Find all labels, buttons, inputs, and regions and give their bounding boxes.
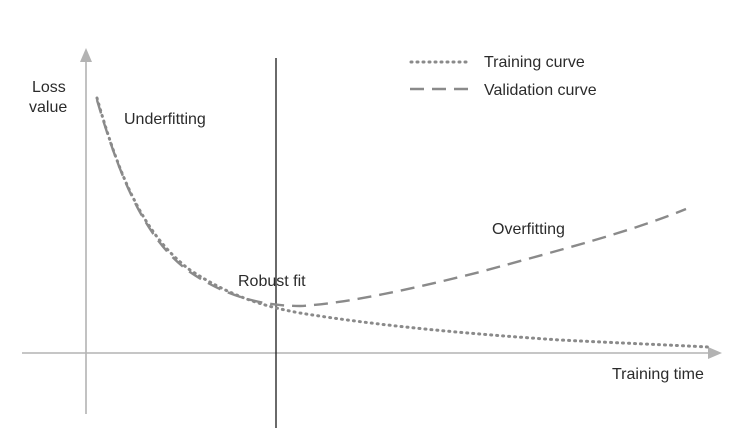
overfitting-label: Overfitting	[492, 221, 565, 238]
x-axis	[22, 347, 722, 359]
x-axis-arrow-icon	[708, 347, 722, 359]
legend: Training curve Validation curve	[409, 54, 597, 99]
x-axis-label: Training time	[612, 366, 704, 383]
robust-fit-label: Robust fit	[238, 273, 306, 290]
legend-training-label: Training curve	[484, 54, 585, 71]
validation-curve	[95, 99, 687, 308]
y-axis-arrow-icon	[80, 48, 92, 62]
underfitting-label: Underfitting	[124, 111, 206, 128]
y-axis-label-line2: value	[29, 99, 67, 116]
legend-validation-label: Validation curve	[484, 82, 597, 99]
y-axis	[80, 48, 92, 414]
training-curve	[95, 96, 710, 349]
y-axis-label-line1: Loss	[32, 79, 66, 96]
